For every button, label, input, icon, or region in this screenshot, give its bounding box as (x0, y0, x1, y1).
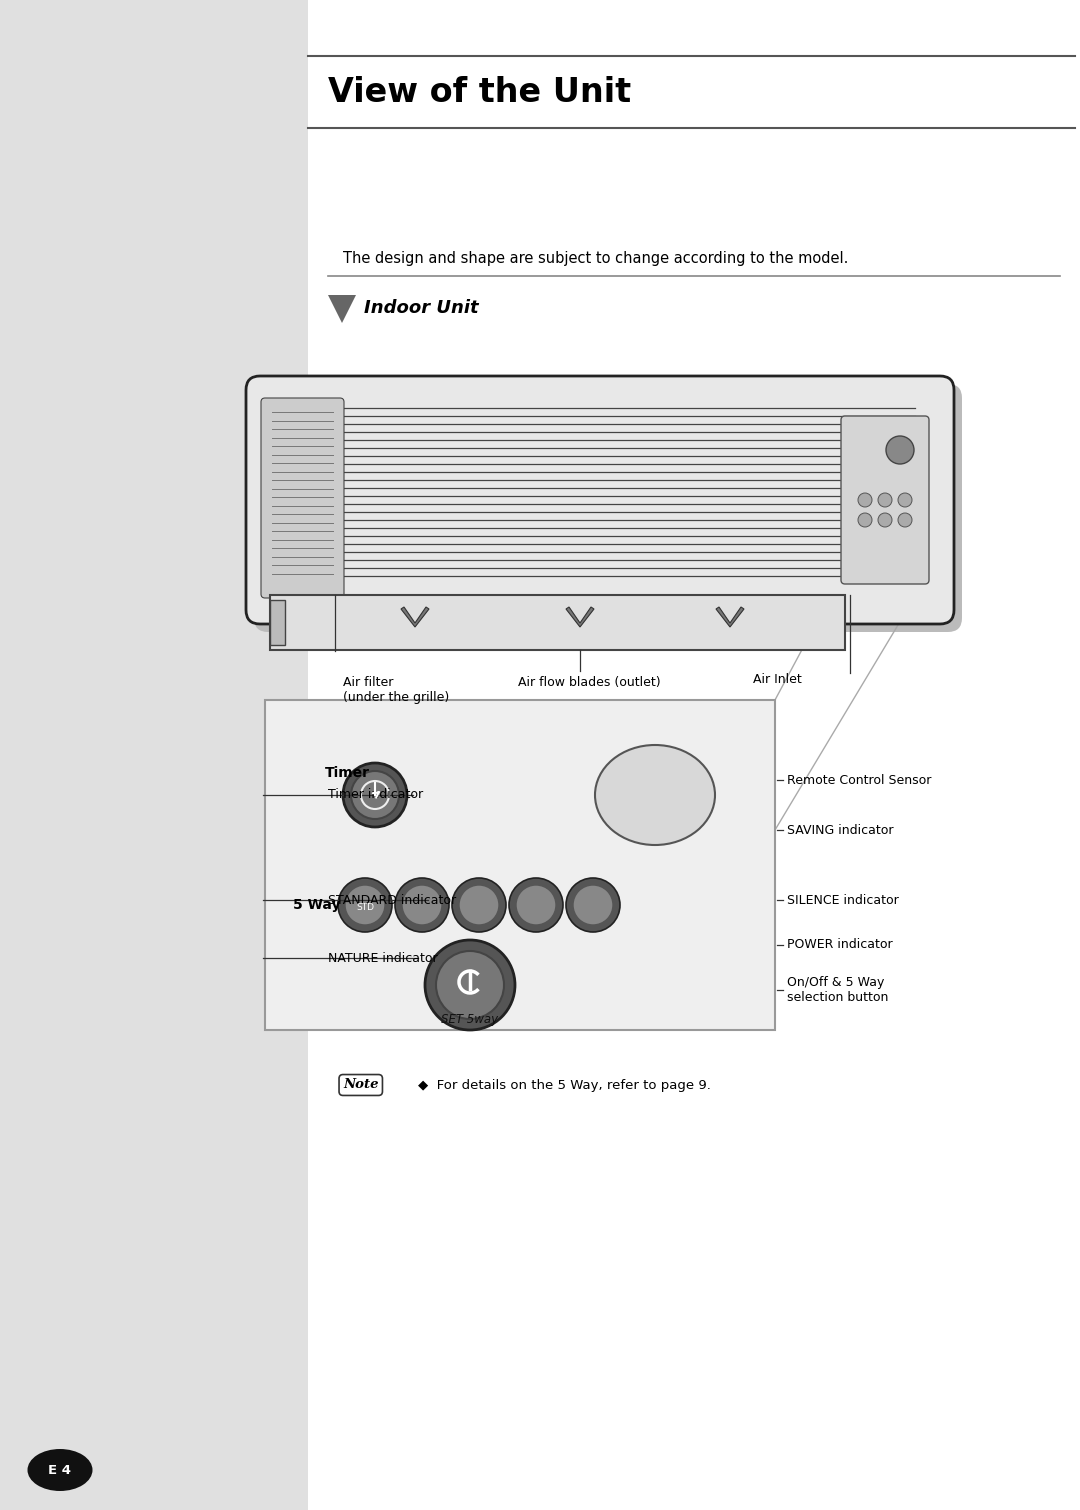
Text: NATURE indicator: NATURE indicator (328, 951, 437, 965)
Text: Air filter
(under the grille): Air filter (under the grille) (343, 676, 449, 704)
Text: Indoor Unit: Indoor Unit (364, 299, 478, 317)
Circle shape (436, 951, 504, 1019)
Circle shape (878, 513, 892, 527)
Text: Air Inlet: Air Inlet (753, 673, 801, 686)
Circle shape (402, 885, 442, 926)
Circle shape (395, 877, 449, 932)
Text: Note: Note (343, 1078, 378, 1092)
Text: Remote Control Sensor: Remote Control Sensor (787, 773, 931, 787)
Text: E 4: E 4 (49, 1463, 71, 1477)
FancyBboxPatch shape (270, 595, 845, 649)
Circle shape (573, 885, 613, 926)
Circle shape (509, 877, 563, 932)
Text: SET 5way: SET 5way (442, 1013, 499, 1025)
Text: View of the Unit: View of the Unit (328, 76, 631, 109)
Circle shape (338, 877, 392, 932)
Circle shape (897, 492, 912, 507)
Polygon shape (328, 294, 356, 323)
Circle shape (459, 885, 499, 926)
Circle shape (858, 513, 872, 527)
Polygon shape (716, 607, 744, 627)
Text: The design and shape are subject to change according to the model.: The design and shape are subject to chan… (343, 251, 849, 266)
Text: 5 Way: 5 Way (294, 898, 341, 912)
Circle shape (886, 436, 914, 464)
Text: STANDARD indicator: STANDARD indicator (328, 894, 456, 906)
Circle shape (878, 492, 892, 507)
FancyBboxPatch shape (246, 376, 954, 624)
Circle shape (453, 877, 507, 932)
Text: STD: STD (356, 903, 374, 912)
Circle shape (345, 885, 384, 926)
Circle shape (351, 772, 399, 818)
FancyBboxPatch shape (265, 701, 775, 1030)
Circle shape (343, 763, 407, 827)
FancyBboxPatch shape (254, 384, 962, 633)
Text: Timer: Timer (325, 766, 370, 781)
FancyBboxPatch shape (841, 415, 929, 584)
FancyBboxPatch shape (308, 56, 1080, 128)
Circle shape (897, 513, 912, 527)
Text: On/Off & 5 Way
selection button: On/Off & 5 Way selection button (787, 975, 889, 1004)
Text: SAVING indicator: SAVING indicator (787, 823, 893, 837)
Text: POWER indicator: POWER indicator (787, 939, 893, 951)
Polygon shape (401, 607, 429, 627)
Text: Air flow blades (outlet): Air flow blades (outlet) (518, 676, 661, 689)
Circle shape (858, 492, 872, 507)
Circle shape (426, 941, 515, 1030)
FancyBboxPatch shape (308, 0, 1080, 1510)
Text: SILENCE indicator: SILENCE indicator (787, 894, 899, 906)
FancyBboxPatch shape (0, 0, 308, 1510)
Circle shape (566, 877, 620, 932)
Ellipse shape (27, 1450, 93, 1490)
Polygon shape (566, 607, 594, 627)
FancyBboxPatch shape (261, 399, 345, 598)
Text: Timer indicator: Timer indicator (328, 788, 423, 802)
Ellipse shape (595, 744, 715, 846)
Circle shape (516, 885, 556, 926)
Text: ◆  For details on the 5 Way, refer to page 9.: ◆ For details on the 5 Way, refer to pag… (418, 1078, 711, 1092)
Polygon shape (270, 599, 285, 645)
